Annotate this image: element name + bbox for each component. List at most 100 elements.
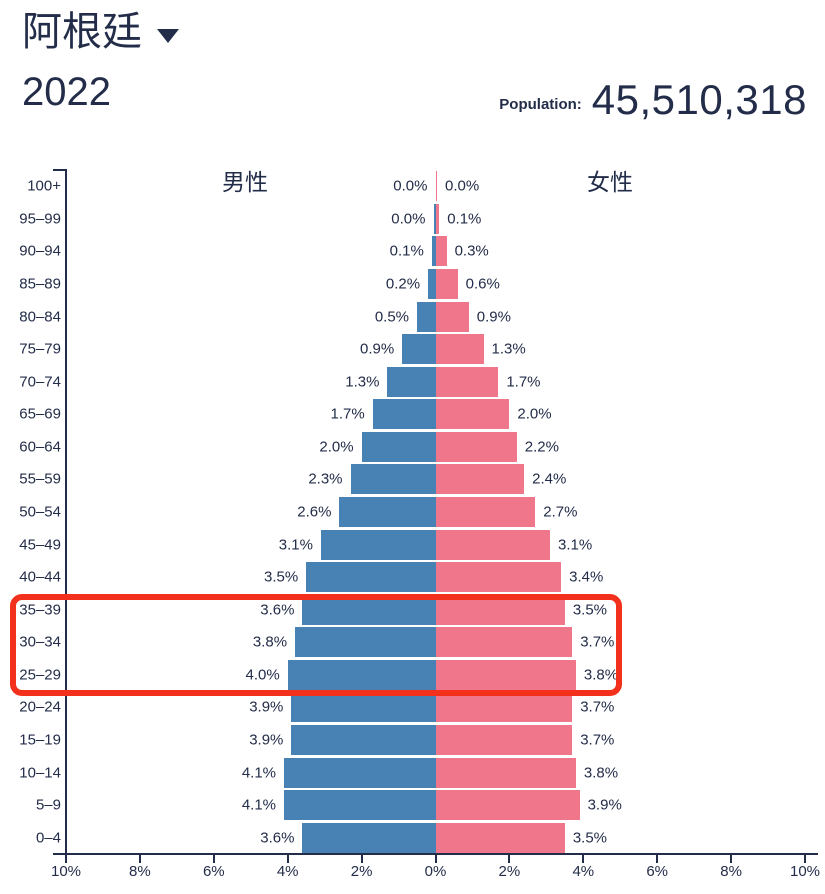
female-bar xyxy=(435,594,565,625)
male-bar xyxy=(339,496,436,527)
population-label: Population: xyxy=(499,95,582,113)
age-group-label: 15–19 xyxy=(19,731,61,749)
female-value-label: 0.1% xyxy=(447,210,482,228)
age-group-label: 25–29 xyxy=(19,666,61,684)
x-axis-tick xyxy=(65,853,67,863)
female-value-label: 2.2% xyxy=(524,438,559,456)
male-value-label: 1.7% xyxy=(330,405,365,423)
country-selector[interactable]: 阿根廷 xyxy=(22,10,179,54)
age-group-label: 75–79 xyxy=(19,340,61,358)
male-value-label: 0.2% xyxy=(385,275,421,293)
male-bar xyxy=(302,822,436,853)
female-side-label: 女性 xyxy=(587,169,633,195)
pyramid-row: 55–59 2.3% 2.4% xyxy=(0,463,825,496)
x-axis-tick xyxy=(804,853,806,863)
male-bar xyxy=(433,203,436,234)
female-bar xyxy=(435,562,562,593)
male-bar xyxy=(291,724,436,755)
female-value-label: 0.0% xyxy=(445,177,480,195)
age-group-label: 100+ xyxy=(27,177,61,195)
female-value-label: 2.0% xyxy=(517,405,552,423)
female-value-label: 3.9% xyxy=(587,796,622,814)
female-bar xyxy=(435,399,510,430)
male-value-label: 4.0% xyxy=(245,666,280,684)
x-axis-tick-label: 4% xyxy=(572,863,595,880)
female-value-label: 3.8% xyxy=(583,666,619,684)
male-value-label: 2.0% xyxy=(319,438,354,456)
female-value-label: 3.1% xyxy=(558,536,593,554)
male-value-label: 3.5% xyxy=(263,568,299,586)
female-value-label: 0.3% xyxy=(454,242,489,260)
female-bar xyxy=(435,171,437,202)
male-bar xyxy=(350,464,436,495)
age-group-label: 70–74 xyxy=(19,373,61,391)
male-value-label: 0.0% xyxy=(393,177,428,195)
female-bar xyxy=(435,724,573,755)
female-bar xyxy=(435,269,458,299)
pyramid-row: 70–74 1.3% 1.7% xyxy=(0,365,825,398)
female-bar xyxy=(435,627,573,658)
female-value-label: 3.7% xyxy=(580,633,615,651)
male-side-label: 男性 xyxy=(222,169,268,195)
female-value-label: 2.4% xyxy=(532,470,567,488)
x-axis-tick xyxy=(656,853,659,863)
male-bar xyxy=(291,692,436,723)
age-group-label: 20–24 xyxy=(19,698,61,716)
age-group-label: 30–34 xyxy=(19,633,61,651)
female-bar xyxy=(435,203,440,234)
male-value-label: 2.6% xyxy=(297,503,332,521)
age-group-label: 50–54 xyxy=(19,503,61,521)
male-bar xyxy=(320,529,436,560)
male-value-label: 3.9% xyxy=(249,731,284,749)
age-group-label: 45–49 xyxy=(19,536,61,554)
x-axis-tick xyxy=(434,853,437,863)
x-axis-tick xyxy=(582,853,585,863)
female-bar xyxy=(435,334,484,365)
male-bar xyxy=(402,334,436,365)
male-bar xyxy=(361,431,436,462)
female-bar xyxy=(435,659,576,690)
female-value-label: 1.7% xyxy=(506,373,541,391)
female-bar xyxy=(435,301,469,332)
dropdown-caret-icon xyxy=(157,29,179,43)
male-value-label: 3.6% xyxy=(260,829,295,847)
pyramid-row: 65–69 1.7% 2.0% xyxy=(0,398,825,431)
pyramid-row: 15–19 3.9% 3.7% xyxy=(0,724,825,757)
female-bar xyxy=(435,464,525,495)
age-group-label: 35–39 xyxy=(19,601,61,619)
female-value-label: 3.8% xyxy=(583,764,619,782)
pyramid-row: 95–99 0.0% 0.1% xyxy=(0,203,825,236)
male-value-label: 2.3% xyxy=(308,470,343,488)
pyramid-row: 80–84 0.5% 0.9% xyxy=(0,300,825,333)
pyramid-row: 20–24 3.9% 3.7% xyxy=(0,691,825,724)
female-value-label: 2.7% xyxy=(543,503,578,521)
age-group-label: 55–59 xyxy=(19,470,61,488)
age-group-label: 90–94 xyxy=(19,242,61,260)
x-axis-tick-label: 6% xyxy=(202,863,225,880)
male-bar xyxy=(287,659,436,690)
male-bar xyxy=(372,399,436,430)
male-bar xyxy=(284,790,436,821)
x-axis-tick-label: 6% xyxy=(646,863,669,880)
male-bar xyxy=(428,269,436,299)
age-group-label: 5–9 xyxy=(35,796,61,814)
female-bar xyxy=(435,366,499,397)
female-bar xyxy=(435,529,551,560)
male-value-label: 3.9% xyxy=(249,698,284,716)
x-axis-tick xyxy=(360,853,363,863)
male-bar xyxy=(306,562,436,593)
male-value-label: 0.5% xyxy=(374,308,410,326)
pyramid-row: 40–44 3.5% 3.4% xyxy=(0,561,825,594)
age-group-label: 10–14 xyxy=(19,764,61,782)
male-bar xyxy=(302,594,436,625)
x-axis-tick-label: 10% xyxy=(50,863,82,880)
male-bar xyxy=(387,366,436,397)
pyramid-row: 90–94 0.1% 0.3% xyxy=(0,235,825,268)
male-bar xyxy=(417,301,436,332)
year-label: 2022 xyxy=(22,70,111,114)
x-axis-tick-label: 8% xyxy=(720,863,742,880)
male-value-label: 4.1% xyxy=(241,764,277,782)
pyramid-row: 25–29 4.0% 3.8% xyxy=(0,659,825,692)
female-value-label: 0.6% xyxy=(465,275,500,293)
